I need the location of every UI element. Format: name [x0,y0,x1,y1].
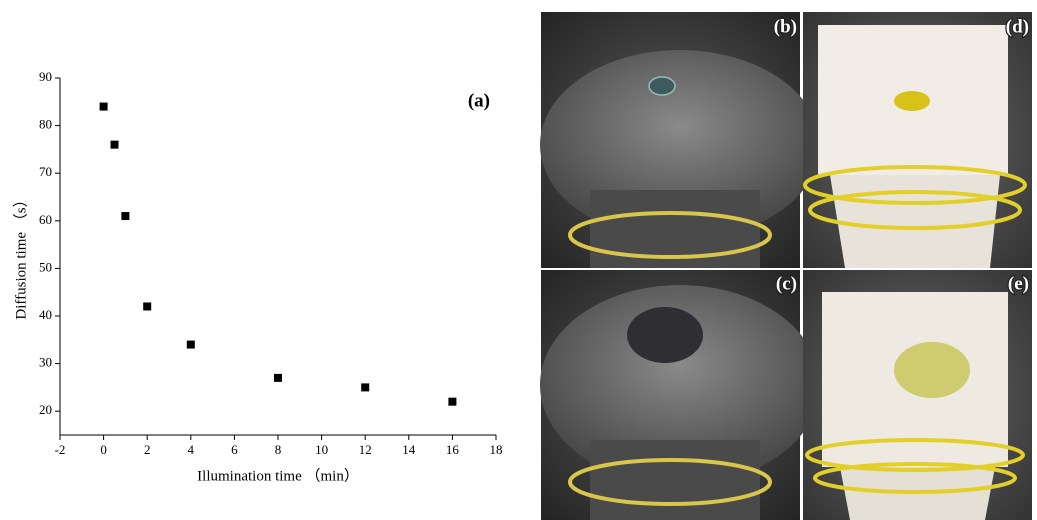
point [274,373,282,382]
x-tick-label: -2 [55,442,66,457]
photo-d [803,12,1032,268]
y-tick-label: 20 [39,402,52,417]
point [110,140,119,149]
x-tick-label: 0 [100,442,107,457]
y-tick-label: 80 [39,117,52,132]
photo-b [540,12,820,268]
y-tick-label: 40 [39,307,52,322]
x-tick-label: 4 [188,442,195,457]
panel-label: (a) [468,90,490,111]
x-tick-label: 2 [144,442,151,457]
point [99,102,108,111]
x-tick-label: 14 [402,442,416,457]
point [143,302,152,311]
point [448,397,457,406]
x-axis-title: Illumination time （min） [197,467,359,484]
x-tick-label: 18 [490,442,503,457]
point [186,340,195,349]
panel-label: (e) [1008,273,1029,294]
panel-label: (d) [1006,16,1029,37]
y-tick-label: 50 [39,259,52,274]
x-tick-label: 8 [275,442,282,457]
x-tick-label: 12 [359,442,372,457]
point [121,212,130,221]
y-tick-label: 70 [39,164,52,179]
photo-e [803,270,1032,520]
panel-label: (c) [776,273,797,294]
y-tick-label: 30 [39,355,52,370]
x-tick-label: 16 [446,442,460,457]
y-axis-title: Diffusion time （s） [12,192,29,319]
photo-c [540,270,820,520]
point [361,383,370,392]
panel-label: (b) [774,16,797,37]
x-tick-label: 10 [315,442,328,457]
y-tick-label: 60 [39,212,52,227]
y-tick-label: 90 [39,69,52,84]
x-tick-label: 6 [231,442,238,457]
